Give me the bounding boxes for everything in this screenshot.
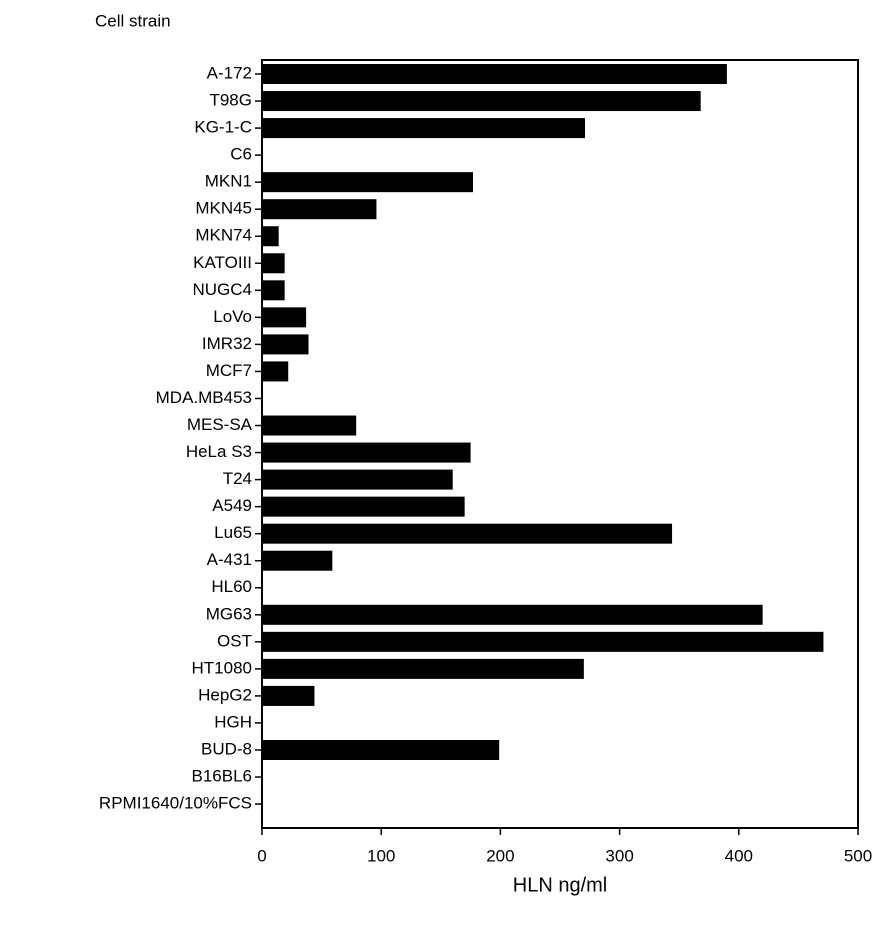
x-axis-label: HLN ng/ml [513,874,607,896]
bar [262,280,285,301]
bar [262,307,307,328]
y-tick-label: MKN1 [205,172,252,191]
y-tick-label: IMR32 [202,334,252,353]
y-tick-label: MES-SA [187,415,253,434]
y-tick-label: T98G [209,91,252,110]
x-tick-label: 500 [844,846,872,865]
y-tick-label: A549 [212,496,252,515]
y-tick-label: A-172 [207,63,252,82]
x-tick-label: 200 [486,846,514,865]
y-tick-label: NUGC4 [192,280,252,299]
bar [262,226,279,247]
x-tick-label: 0 [257,846,266,865]
bar [262,253,285,274]
bar [262,172,473,193]
bar [262,740,500,760]
chart-title: Cell strain [95,11,171,30]
y-tick-label: HL60 [211,577,252,596]
bar [262,523,673,544]
x-tick-label: 300 [605,846,633,865]
bar [262,658,584,679]
bar [262,685,315,706]
y-tick-label: T24 [223,469,252,488]
bar [262,334,309,355]
y-tick-label: LoVo [213,307,252,326]
y-tick-label: MG63 [206,604,252,623]
y-tick-label: B16BL6 [192,767,253,786]
y-tick-label: HGH [214,712,252,731]
bar [262,91,701,112]
bar [262,442,471,463]
bar [262,550,333,571]
y-tick-label: BUD-8 [201,739,252,758]
x-tick-label: 100 [367,846,395,865]
y-tick-label: A-431 [207,550,252,569]
y-tick-label: MKN74 [195,226,252,245]
bar [262,469,453,490]
y-tick-label: MCF7 [206,361,252,380]
y-tick-label: MDA.MB453 [156,388,252,407]
bar [262,64,727,84]
y-tick-label: HeLa S3 [186,442,252,461]
y-tick-label: C6 [230,145,252,164]
bar [262,415,357,436]
x-tick-label: 400 [725,846,753,865]
y-tick-label: Lu65 [214,523,252,542]
y-tick-label: OST [217,631,252,650]
bar [262,361,289,382]
y-tick-label: HT1080 [192,658,252,677]
y-tick-label: HepG2 [198,685,252,704]
y-tick-label: MKN45 [195,199,252,218]
bar [262,118,586,139]
bar [262,199,377,220]
y-tick-label: KG-1-C [194,118,252,137]
bar [262,631,824,652]
bar [262,496,465,517]
bar [262,604,763,625]
y-tick-label: RPMI1640/10%FCS [99,794,252,813]
y-tick-label: KATOIII [193,253,252,272]
